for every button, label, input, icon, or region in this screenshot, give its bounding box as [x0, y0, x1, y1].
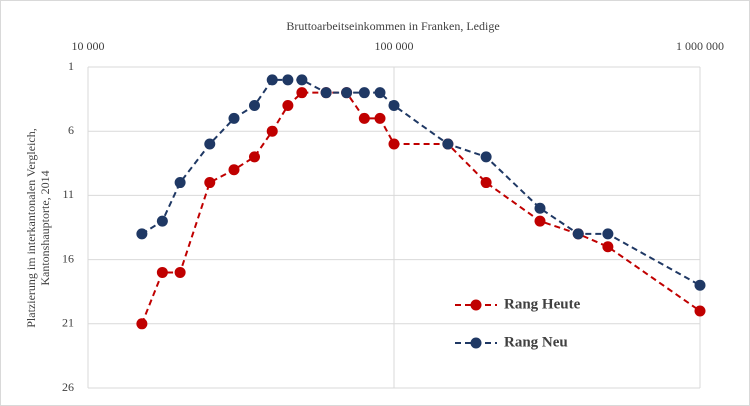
data-point [248, 100, 260, 112]
data-point [374, 87, 386, 99]
data-point [136, 228, 148, 240]
data-point [358, 87, 370, 99]
data-point [228, 164, 240, 176]
series-line [141, 78, 701, 287]
data-point [534, 202, 546, 214]
y-axis-label: Kantonshauptorte, 2014 [38, 170, 52, 285]
data-point [341, 87, 353, 99]
data-point [296, 87, 308, 99]
legend-marker [470, 299, 482, 311]
y-tick-label: 16 [62, 251, 74, 265]
data-point [248, 151, 260, 163]
data-point [174, 266, 186, 278]
data-point [602, 241, 614, 253]
data-point [694, 305, 706, 317]
data-point [388, 138, 400, 150]
data-point [282, 74, 294, 86]
data-point [358, 112, 370, 124]
y-tick-label: 26 [62, 380, 74, 394]
legend-label: Rang Heute [504, 296, 581, 312]
data-point [174, 177, 186, 189]
legend-label: Rang Neu [504, 334, 568, 350]
y-tick-label: 6 [68, 123, 74, 137]
data-point [602, 228, 614, 240]
data-point [282, 100, 294, 112]
x-tick-label: 1 000 000 [676, 39, 724, 53]
y-tick-label: 1 [68, 59, 74, 73]
chart-title: Bruttoarbeitseinkommen in Franken, Ledig… [286, 19, 499, 33]
data-point [534, 215, 546, 227]
legend-marker [470, 337, 482, 349]
data-point [480, 177, 492, 189]
data-point [266, 74, 278, 86]
data-point [204, 177, 216, 189]
x-tick-label: 100 000 [375, 39, 414, 53]
y-tick-label: 21 [62, 316, 74, 330]
data-point [480, 151, 492, 163]
y-tick-label: 11 [62, 187, 74, 201]
data-point [694, 279, 706, 291]
data-point [136, 318, 148, 330]
data-point [156, 215, 168, 227]
data-point [388, 100, 400, 112]
x-tick-label: 10 000 [72, 39, 105, 53]
data-point [228, 112, 240, 124]
data-point [320, 87, 332, 99]
data-point [156, 266, 168, 278]
data-point [374, 112, 386, 124]
data-point [572, 228, 584, 240]
data-point [266, 125, 278, 137]
data-point [296, 74, 308, 86]
data-point [204, 138, 216, 150]
y-axis-label: Platzierung im interkantonalen Vergleich… [24, 128, 38, 328]
data-point [442, 138, 454, 150]
